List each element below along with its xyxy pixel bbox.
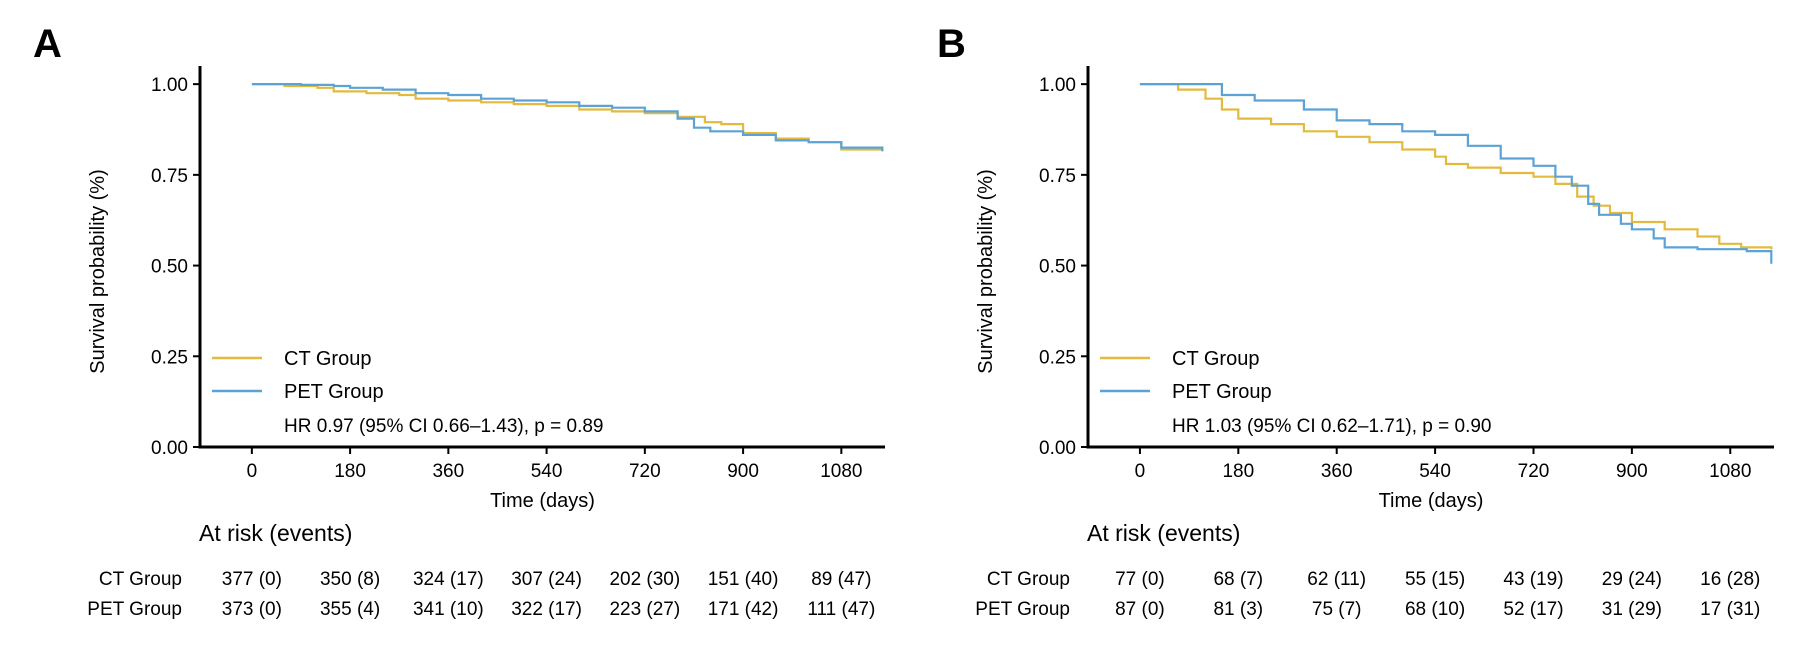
x-axis-title: Time (days) xyxy=(490,490,595,512)
legend-label: CT Group xyxy=(284,348,371,370)
risk-table-cell: 151 (40) xyxy=(708,569,779,590)
risk-table-cell: 87 (0) xyxy=(1115,599,1165,620)
x-tick-label: 360 xyxy=(432,461,464,482)
y-tick-label: 1.00 xyxy=(1039,75,1076,96)
y-axis-title: Survival probability (%) xyxy=(87,169,109,374)
x-tick-label: 1080 xyxy=(1709,461,1751,482)
panel-label: A xyxy=(33,22,62,66)
x-tick-label: 1080 xyxy=(820,461,862,482)
risk-table-group-label: CT Group xyxy=(99,569,182,590)
risk-table-group-label: PET Group xyxy=(975,599,1070,620)
y-tick-label: 0.25 xyxy=(1039,347,1076,368)
x-tick-label: 180 xyxy=(334,461,366,482)
risk-table-cell: 31 (29) xyxy=(1602,599,1662,620)
risk-table-cell: 16 (28) xyxy=(1700,569,1760,590)
risk-table-cell: 77 (0) xyxy=(1115,569,1165,590)
risk-table-cell: 62 (11) xyxy=(1307,569,1366,590)
risk-table-cell: 307 (24) xyxy=(511,569,582,590)
risk-table-cell: 43 (19) xyxy=(1503,569,1563,590)
risk-table-cell: 68 (10) xyxy=(1405,599,1465,620)
x-axis-title: Time (days) xyxy=(1379,490,1484,512)
risk-table-cell: 377 (0) xyxy=(222,569,282,590)
risk-table-cell: 355 (4) xyxy=(320,599,380,620)
x-tick-label: 900 xyxy=(1616,461,1648,482)
x-tick-label: 720 xyxy=(1518,461,1550,482)
x-tick-label: 900 xyxy=(727,461,759,482)
risk-table-cell: 52 (17) xyxy=(1503,599,1563,620)
y-tick-label: 0.50 xyxy=(1039,257,1076,278)
risk-table-title: At risk (events) xyxy=(199,520,352,546)
hazard-ratio-annotation: HR 0.97 (95% CI 0.66–1.43), p = 0.89 xyxy=(284,416,604,437)
risk-table-group-label: CT Group xyxy=(987,569,1070,590)
risk-table-cell: 350 (8) xyxy=(320,569,380,590)
x-tick-label: 180 xyxy=(1222,461,1254,482)
x-tick-label: 0 xyxy=(247,461,258,482)
risk-table-cell: 17 (31) xyxy=(1700,599,1760,620)
risk-table-cell: 81 (3) xyxy=(1213,599,1263,620)
risk-table-cell: 373 (0) xyxy=(222,599,282,620)
risk-table-cell: 111 (47) xyxy=(807,599,875,620)
panel-label: B xyxy=(937,22,966,66)
risk-table-title: At risk (events) xyxy=(1087,520,1240,546)
y-tick-label: 0.75 xyxy=(1039,166,1076,187)
y-tick-label: 0.00 xyxy=(1039,438,1076,459)
y-tick-label: 0.75 xyxy=(151,166,188,187)
x-tick-label: 720 xyxy=(629,461,661,482)
legend-label: PET Group xyxy=(1172,381,1272,403)
hazard-ratio-annotation: HR 1.03 (95% CI 0.62–1.71), p = 0.90 xyxy=(1172,416,1492,437)
legend-label: CT Group xyxy=(1172,348,1259,370)
survival-curve-ct xyxy=(1139,83,1773,250)
risk-table-cell: 223 (27) xyxy=(609,599,680,620)
risk-table-cell: 341 (10) xyxy=(413,599,484,620)
survival-curve-pet xyxy=(1139,83,1773,264)
risk-table-cell: 202 (30) xyxy=(609,569,680,590)
risk-table-cell: 55 (15) xyxy=(1405,569,1465,590)
y-tick-label: 0.00 xyxy=(151,438,188,459)
y-tick-label: 0.50 xyxy=(151,257,188,278)
risk-table-cell: 322 (17) xyxy=(511,599,582,620)
risk-table-cell: 171 (42) xyxy=(708,599,779,620)
legend-label: PET Group xyxy=(284,381,384,403)
risk-table-cell: 68 (7) xyxy=(1213,569,1263,590)
risk-table-cell: 89 (47) xyxy=(811,569,871,590)
y-tick-label: 1.00 xyxy=(151,75,188,96)
y-tick-label: 0.25 xyxy=(151,347,188,368)
y-axis-title: Survival probability (%) xyxy=(975,169,997,374)
x-tick-label: 360 xyxy=(1321,461,1353,482)
risk-table-group-label: PET Group xyxy=(87,599,182,620)
x-tick-label: 540 xyxy=(1419,461,1451,482)
x-tick-label: 0 xyxy=(1135,461,1146,482)
risk-table-cell: 75 (7) xyxy=(1312,599,1362,620)
risk-table-cell: 29 (24) xyxy=(1602,569,1662,590)
survival-curve-pet xyxy=(251,83,884,152)
risk-table-cell: 324 (17) xyxy=(413,569,484,590)
x-tick-label: 540 xyxy=(531,461,563,482)
